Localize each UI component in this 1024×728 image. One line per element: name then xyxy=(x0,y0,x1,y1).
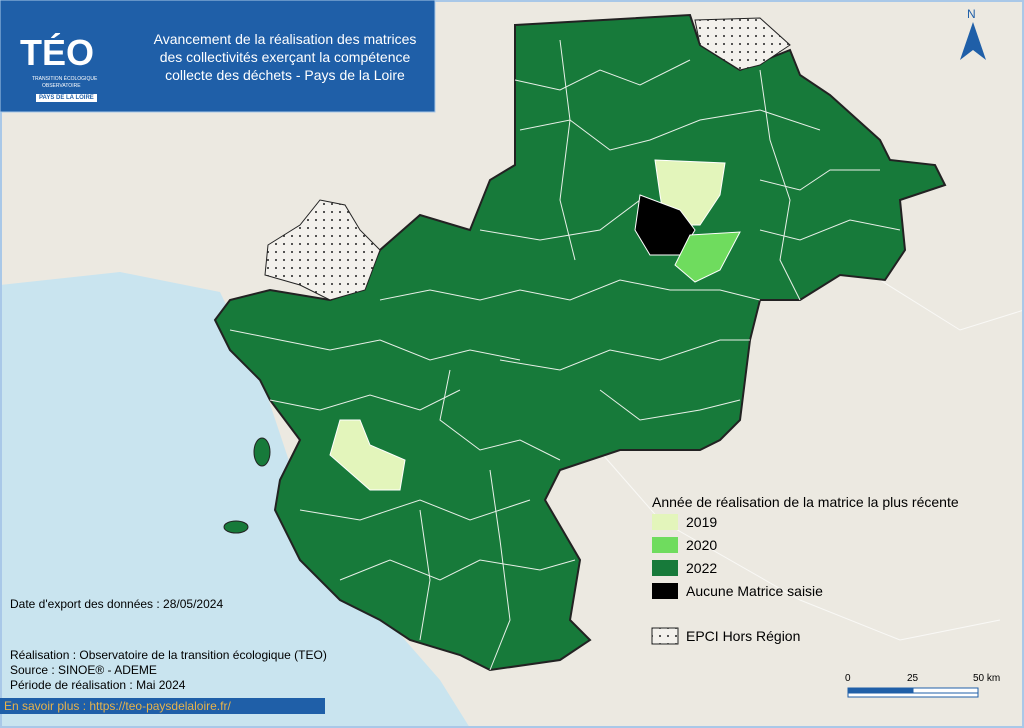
boundary xyxy=(339,559,576,581)
legend-swatch xyxy=(652,537,678,553)
credit: Réalisation : Observatoire de la transit… xyxy=(10,648,327,662)
patch-2019 xyxy=(329,419,406,491)
sea xyxy=(0,272,470,728)
logo: TÉO xyxy=(20,32,95,73)
legend-label: EPCI Hors Région xyxy=(686,628,801,644)
boundary xyxy=(559,39,576,261)
legend-label: 2020 xyxy=(686,537,718,553)
scale-segment xyxy=(847,687,914,694)
north-label: N xyxy=(967,7,976,21)
boundary xyxy=(269,389,461,411)
region xyxy=(213,13,947,672)
boundary xyxy=(379,279,761,301)
boundary xyxy=(879,279,1024,331)
boundary xyxy=(499,339,750,371)
legend-label: Aucune Matrice saisie xyxy=(686,583,823,599)
patch-2020 xyxy=(674,231,741,283)
scale-label: 0 xyxy=(845,673,851,684)
boundary xyxy=(229,329,521,361)
title-line: Avancement de la réalisation des matrice… xyxy=(153,31,417,47)
boundary xyxy=(599,389,741,421)
legend-swatch xyxy=(652,583,678,599)
legend-swatch xyxy=(651,627,679,645)
boundary xyxy=(439,369,561,461)
boundary xyxy=(759,169,880,191)
logo-sub: OBSERVATOIRE xyxy=(42,83,81,89)
epci-boundaries xyxy=(229,39,901,671)
north-arrow xyxy=(960,22,986,60)
legend-label: 2019 xyxy=(686,514,718,530)
logo-badge: PAYS DE LA LOIRE xyxy=(36,94,97,102)
legend-title: Année de réalisation de la matrice la pl… xyxy=(652,494,959,510)
boundary xyxy=(479,199,641,241)
scale-label: 50 km xyxy=(973,673,1001,684)
title-box xyxy=(0,0,436,113)
credit: Période de réalisation : Mai 2024 xyxy=(10,678,186,692)
scale-segment xyxy=(912,687,979,694)
boundary xyxy=(419,509,431,641)
link-bar xyxy=(0,698,325,714)
link[interactable]: En savoir plus : https://teo-paysdelaloi… xyxy=(4,699,231,713)
boundary xyxy=(489,469,511,671)
credit: Source : SINOE® - ADEME xyxy=(10,663,157,677)
island xyxy=(253,437,271,467)
scale-label: 25 xyxy=(907,673,919,684)
scale-segment xyxy=(847,692,979,698)
legend-label: 2022 xyxy=(686,560,718,576)
scale-bar xyxy=(847,687,979,698)
legend-swatch xyxy=(652,514,678,530)
boundary xyxy=(759,69,801,301)
boundary xyxy=(514,59,691,91)
boundary xyxy=(589,439,1001,641)
legend-swatch xyxy=(652,560,678,576)
title-line: des collectivités exerçant la compétence xyxy=(159,49,411,65)
boundary xyxy=(759,219,901,241)
title-line: collecte des déchets - Pays de la Loire xyxy=(165,67,405,83)
boundary xyxy=(299,499,531,521)
island xyxy=(223,520,249,534)
export-date: Date d'export des données : 28/05/2024 xyxy=(10,597,224,611)
title: Avancement de la réalisation des matrice… xyxy=(140,30,430,84)
outside-region xyxy=(264,199,381,301)
outside-region xyxy=(694,17,791,71)
logo-sub: TRANSITION ÉCOLOGIQUE xyxy=(32,76,98,82)
